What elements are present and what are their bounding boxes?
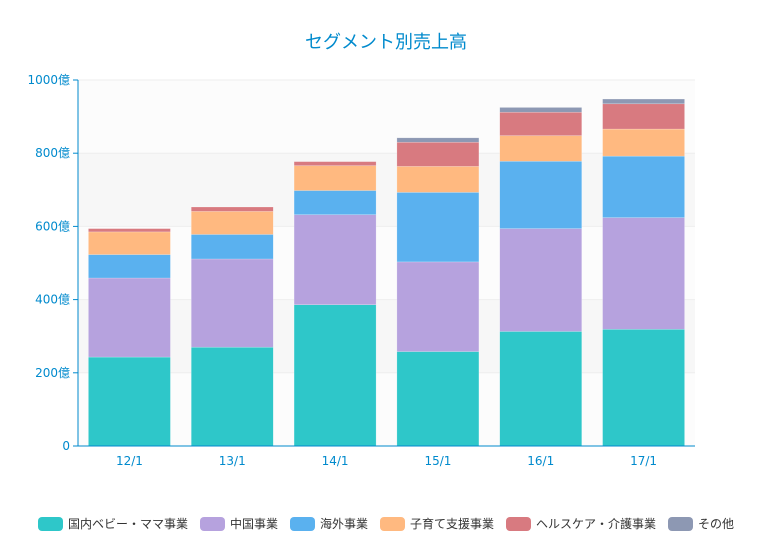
legend-label: その他 [698,517,735,531]
legend-label: 海外事業 [319,517,368,531]
bar-segment-3-14-1 [293,190,377,215]
legend-item[interactable]: ヘルスケア・介護事業 [506,515,656,532]
bar-segment-1-16-1 [499,331,582,447]
legend-swatch [37,516,63,531]
x-tick-label: 17/1 [630,454,657,468]
bar-segment-2-15-1 [396,261,480,352]
bar-segment-5-12-1 [88,228,171,233]
bar-segment-4-15-1 [396,166,480,193]
legend: 国内ベビー・ママ事業 中国事業 海外事業 子育て支援事業 ヘルスケア・介護事業 その他 [0,515,772,532]
legend-item[interactable]: 中国事業 [199,515,278,532]
legend-swatch [289,516,315,531]
legend-label: 国内ベビー・ママ事業 [67,517,188,531]
bar-segment-4-13-1 [191,211,274,235]
legend-swatch [668,516,694,531]
x-tick-label: 16/1 [527,454,554,468]
x-tick-label: 13/1 [219,454,246,468]
bar-segment-6-15-1 [396,137,480,143]
bar-segment-6-16-1 [499,107,582,113]
bar-segment-5-17-1 [602,103,685,130]
x-tick-label: 15/1 [424,454,451,468]
bar-segment-6-17-1 [602,98,685,105]
x-tick-label: 12/1 [116,454,143,468]
x-tick-label: 14/1 [322,454,349,468]
bar-segment-2-14-1 [293,214,377,305]
legend-item[interactable]: 国内ベビー・ママ事業 [37,515,188,532]
y-tick-label: 800億 [35,146,70,160]
y-tick-label: 600億 [35,219,70,233]
legend-label: 子育て支援事業 [410,517,495,531]
bar-segment-5-14-1 [293,161,377,166]
y-tick-label: 200億 [35,366,70,380]
legend-item[interactable]: その他 [668,515,734,532]
y-tick-label: 400億 [35,293,70,307]
bar-segment-3-13-1 [191,234,274,260]
bar-segment-1-17-1 [602,328,685,447]
bar-segment-5-13-1 [191,206,274,212]
legend-label: ヘルスケア・介護事業 [536,517,657,531]
y-tick-label: 0 [62,439,70,453]
bar-segment-3-15-1 [396,192,480,263]
bar-segment-4-14-1 [293,165,377,191]
bar-segment-1-15-1 [396,351,480,447]
legend-item[interactable]: 子育て支援事業 [380,515,494,532]
bar-segment-5-15-1 [396,141,480,167]
bar-segment-4-17-1 [602,128,685,157]
legend-swatch [506,516,532,531]
split-area [78,80,695,154]
bar-segment-1-13-1 [191,346,274,447]
chart-title: セグメント別売上高 [305,32,467,53]
bar-segment-4-12-1 [88,231,171,255]
legend-swatch [380,516,405,531]
bar-segment-2-16-1 [499,228,582,332]
bar-segment-3-17-1 [602,155,685,218]
bar-segment-3-12-1 [88,254,171,279]
bar-segment-2-17-1 [602,217,685,330]
legend-item[interactable]: 海外事業 [289,515,368,532]
bar-segment-2-13-1 [191,258,274,348]
y-tick-label: 1000億 [27,73,70,87]
legend-swatch [199,516,225,531]
bar-segment-1-14-1 [293,304,377,447]
split-area [78,299,695,373]
split-area [78,226,695,300]
split-area [78,372,695,446]
bar-segment-1-12-1 [88,356,171,447]
bar-segment-2-12-1 [88,277,171,358]
bar-segment-4-16-1 [499,135,582,162]
legend-label: 中国事業 [229,517,278,531]
split-area [78,153,695,227]
bar-segment-3-16-1 [499,161,582,229]
bar-segment-5-16-1 [499,111,582,136]
